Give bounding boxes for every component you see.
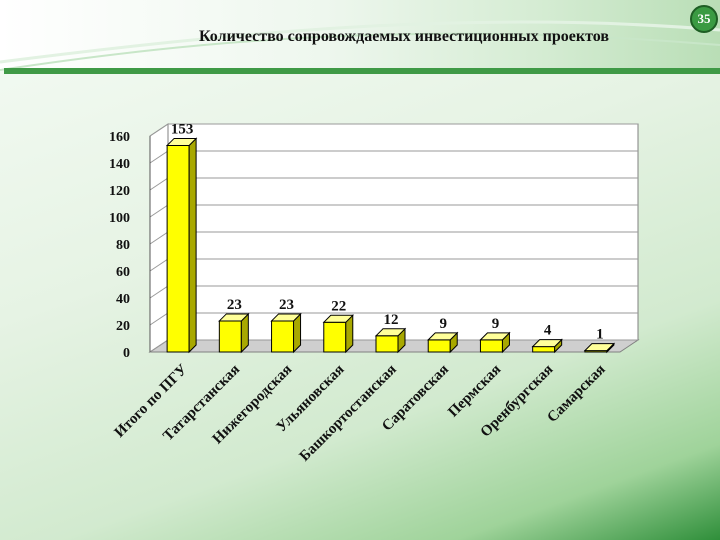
bar	[479, 339, 503, 353]
bar-top	[374, 328, 407, 337]
bar-top	[322, 314, 354, 323]
bar	[375, 335, 399, 353]
header-decoration	[0, 20, 720, 71]
bar	[323, 321, 347, 353]
y-tick-label: 20	[116, 319, 130, 334]
bar	[532, 346, 556, 353]
y-tick-label: 80	[116, 238, 130, 253]
y-tick-label: 40	[116, 292, 130, 307]
header-divider	[4, 68, 720, 74]
y-tick-label: 60	[116, 265, 130, 280]
bar-side	[188, 137, 197, 354]
y-tick-label: 100	[109, 211, 130, 226]
page-number-badge: 35	[690, 5, 718, 33]
bar-top	[531, 339, 563, 348]
data-label: 9	[439, 316, 447, 332]
chart-title: Количество сопровождаемых инвестиционных…	[199, 28, 609, 45]
y-tick-label: 0	[123, 346, 130, 361]
data-label: 23	[279, 297, 294, 313]
y-tick-label: 140	[109, 157, 130, 172]
data-label: 22	[331, 298, 346, 314]
bar-top	[218, 313, 250, 322]
bar-top	[479, 332, 511, 341]
data-label: 12	[384, 312, 399, 328]
bar-top	[165, 137, 198, 146]
y-tick-label: 120	[109, 184, 130, 199]
bar	[166, 144, 190, 353]
data-label: 4	[544, 323, 552, 339]
y-tick-label: 160	[109, 130, 130, 145]
x-tick-label: Башкортостанская	[297, 362, 400, 465]
bar	[271, 320, 295, 353]
bar	[427, 339, 451, 353]
data-label: 23	[227, 297, 242, 313]
data-label: 153	[171, 121, 194, 137]
data-label: 1	[596, 327, 604, 343]
bar-top	[583, 343, 616, 352]
bar-top	[270, 313, 302, 322]
data-label: 9	[492, 316, 500, 332]
bar	[218, 320, 242, 353]
gridline	[149, 123, 638, 137]
bar-top	[427, 332, 459, 341]
